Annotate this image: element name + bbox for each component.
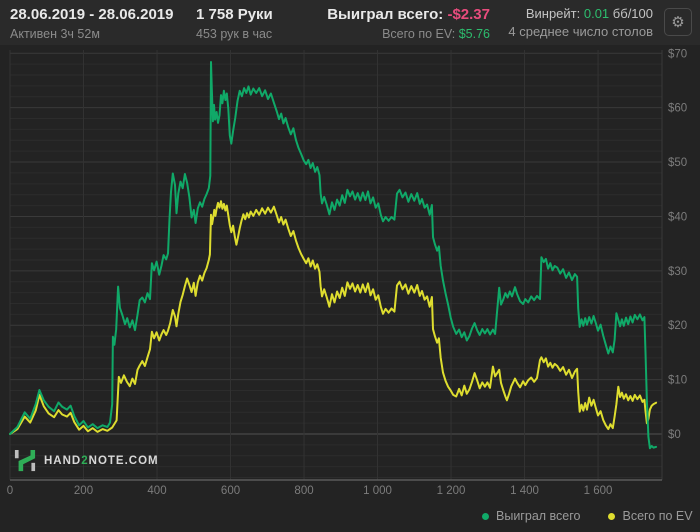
avg-tables: 4 среднее число столов [508,24,653,40]
x-axis-labels: 0 200 400 600 800 1 000 1 200 1 400 1 600 [7,485,613,497]
y-axis-labels: $0 $10 $20 $30 $40 $50 $60 $70 [668,48,687,441]
winrate-unit: бб/100 [612,6,653,21]
ev-series-dot [608,512,616,520]
legend-item-won[interactable]: Выиграл всего [482,509,580,523]
svg-text:$0: $0 [668,429,681,441]
svg-text:1 200: 1 200 [437,485,466,497]
svg-text:$70: $70 [668,48,687,60]
session-stats-header: 28.06.2019 - 28.06.2019 Активен 3ч 52м 1… [0,0,700,45]
svg-text:400: 400 [147,485,166,497]
svg-text:$10: $10 [668,375,687,387]
won-value: -$2.37 [447,6,490,23]
hand2note-logo[interactable]: HAND2NOTE.COM [14,450,159,472]
winnings-block: Выиграл всего: -$2.37 Всего по EV: $5.76 [327,6,490,42]
won-series-dot [482,512,489,520]
won-series-label: Выиграл всего [496,509,581,523]
hand2note-logo-icon [14,450,36,472]
date-range-block: 28.06.2019 - 28.06.2019 Активен 3ч 52м [10,6,173,42]
gear-icon: ⚙ [671,14,685,31]
hands-block: 1 758 Руки 453 рук в час [196,6,273,42]
svg-text:1 400: 1 400 [510,485,539,497]
svg-text:$40: $40 [668,211,687,223]
svg-text:1 000: 1 000 [363,485,392,497]
svg-text:$30: $30 [668,266,687,278]
winrate-value: 0.01 [583,6,610,21]
svg-text:0: 0 [7,485,13,497]
svg-text:800: 800 [294,485,313,497]
legend-item-ev[interactable]: Всего по EV [608,509,693,523]
ev-series-label: Всего по EV [622,509,693,523]
won-total: Выиграл всего: -$2.37 [327,6,490,25]
hands-total: 1 758 Руки [196,6,273,23]
svg-text:600: 600 [221,485,240,497]
svg-text:$60: $60 [668,103,687,115]
logo-text: HAND2NOTE.COM [44,455,159,467]
svg-text:200: 200 [74,485,93,497]
svg-text:$20: $20 [668,320,687,332]
svg-text:$50: $50 [668,157,687,169]
active-time: Активен 3ч 52м [10,26,100,41]
ev-value: $5.76 [458,26,490,41]
settings-button[interactable]: ⚙ [664,8,692,36]
winrate-label: Винрейт: [525,6,581,21]
date-range: 28.06.2019 - 28.06.2019 [10,6,174,23]
ev-total: Всего по EV: $5.76 [327,27,490,43]
winrate: Винрейт: 0.01 бб/100 [508,6,653,22]
won-label: Выиграл всего: [327,6,444,23]
winrate-block: Винрейт: 0.01 бб/100 4 среднее число сто… [508,6,653,41]
svg-text:1 600: 1 600 [584,485,613,497]
hands-per-hour: 453 рук в час [196,26,273,41]
ev-label: Всего по EV: [382,26,456,41]
chart-legend: Выиграл всего Всего по EV [482,509,693,523]
